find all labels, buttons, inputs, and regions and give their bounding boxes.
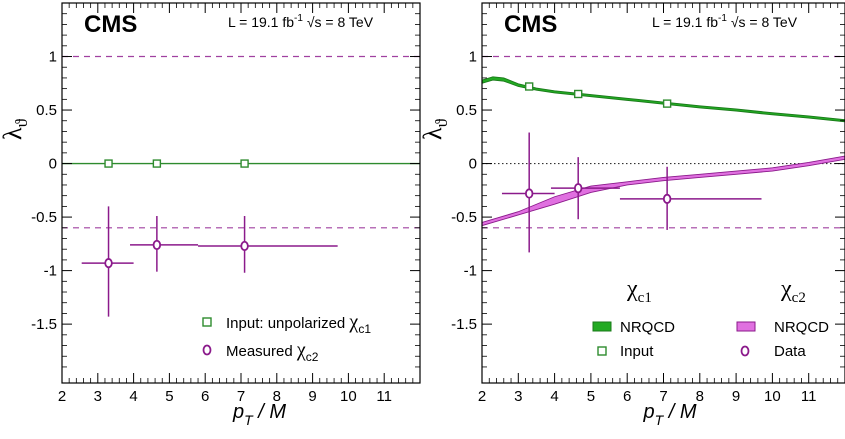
right-legend-data-label: Data: [774, 343, 806, 360]
right-legend-nrqcd-c2-swatch: [736, 321, 756, 332]
right-x-axis-label: pT / M: [643, 401, 697, 428]
right-xtick-label-6: 6: [623, 388, 631, 405]
left-plot-area: [62, 55, 420, 317]
left-xtick-label-3: 3: [94, 388, 102, 405]
right-legend-header-c1: χc1: [626, 276, 652, 306]
right-legend-data-marker: [740, 345, 750, 357]
left-ytick-label: 0: [49, 156, 57, 173]
right-ytick-label: 1: [469, 49, 477, 66]
right-xtick-label-5: 5: [587, 388, 595, 405]
right-luminosity-label: L = 19.1 fb-1 √s = 8 TeV: [652, 13, 798, 30]
left-legend-input-marker: [202, 317, 212, 327]
right-series1-point-1-marker: [573, 183, 583, 194]
left-series1-point-0-marker: [104, 258, 113, 269]
right-xtick-label-7: 7: [659, 388, 667, 405]
right-y-axis-label: λϑ: [418, 118, 451, 140]
right-xtick-label-2: 2: [478, 388, 486, 405]
right-cms-label: CMS: [504, 11, 557, 38]
right-xtick-label-8: 8: [696, 388, 704, 405]
right-legend-header-c2: χc2: [780, 276, 806, 306]
left-ytick-label: -1.5: [31, 316, 57, 333]
left-xtick-label-10: 10: [340, 388, 357, 405]
left-xtick-label-11: 11: [376, 388, 392, 405]
left-series1-point-2-marker: [240, 240, 249, 252]
right-xtick-label-4: 4: [550, 388, 558, 405]
right-ytick-label: -1: [464, 263, 477, 280]
left-cms-label: CMS: [84, 11, 137, 38]
left-xtick-label-7: 7: [237, 388, 245, 405]
left-legend-input-label: Input: unpolarized χc1: [226, 311, 371, 336]
right-series1-point-2-marker: [662, 193, 672, 204]
right-series0-point-1-marker: [573, 89, 583, 99]
right-band-c1: [482, 76, 845, 123]
left-xtick-label-9: 9: [308, 388, 316, 405]
left-luminosity-label: L = 19.1 fb-1 √s = 8 TeV: [228, 13, 374, 30]
left-legend: Input: unpolarized χc1 Measured χc2: [202, 311, 371, 364]
left-x-axis-label: pT / M: [232, 401, 286, 428]
left-series0-point-1-marker: [152, 159, 162, 168]
left-ytick-label: 0.5: [36, 102, 57, 119]
right-xtick-label-10: 10: [764, 388, 781, 405]
left-xtick-label-2: 2: [58, 388, 66, 405]
left-xtick-label-5: 5: [165, 388, 173, 405]
left-series1-point-1-marker: [152, 239, 162, 251]
left-xtick-label-8: 8: [273, 388, 281, 405]
left-ytick-label: 1: [49, 49, 57, 66]
right-ytick-label: 0.5: [456, 102, 477, 119]
right-legend: χc1 χc2 NRQCD NRQCD Input Data: [592, 276, 829, 360]
right-legend-input-label: Input: [620, 343, 654, 360]
left-legend-measured-label: Measured χc2: [226, 339, 319, 364]
left-xtick-label-4: 4: [129, 388, 137, 405]
left-xtick-label-6: 6: [201, 388, 209, 405]
left-legend-measured-marker: [202, 344, 212, 356]
right-xtick-label-3: 3: [514, 388, 522, 405]
right-legend-nrqcd-c1-label: NRQCD: [620, 319, 675, 336]
right-series1-point-0-marker: [524, 188, 534, 199]
right-legend-nrqcd-c2-label: NRQCD: [774, 319, 829, 336]
left-series0-point-0-marker: [104, 159, 113, 168]
right-series0-point-0-marker: [524, 82, 534, 91]
right-plot-area: [482, 55, 845, 253]
right-legend-nrqcd-c1-swatch: [592, 321, 612, 332]
right-xtick-label-11: 11: [801, 388, 817, 405]
right-series0-point-2-marker: [662, 99, 672, 108]
right-band-c2: [482, 155, 845, 227]
right-ytick-label: 0: [469, 156, 477, 173]
right-ytick-label: -0.5: [451, 209, 477, 226]
left-ytick-label: -0.5: [31, 209, 57, 226]
right-ytick-label: -1.5: [451, 316, 477, 333]
left-ytick-label: -1: [44, 263, 57, 280]
right-xtick-label-9: 9: [732, 388, 740, 405]
right-legend-input-marker: [597, 346, 607, 356]
left-series0-point-2-marker: [240, 159, 249, 168]
left-y-axis-label: λϑ: [0, 118, 31, 140]
